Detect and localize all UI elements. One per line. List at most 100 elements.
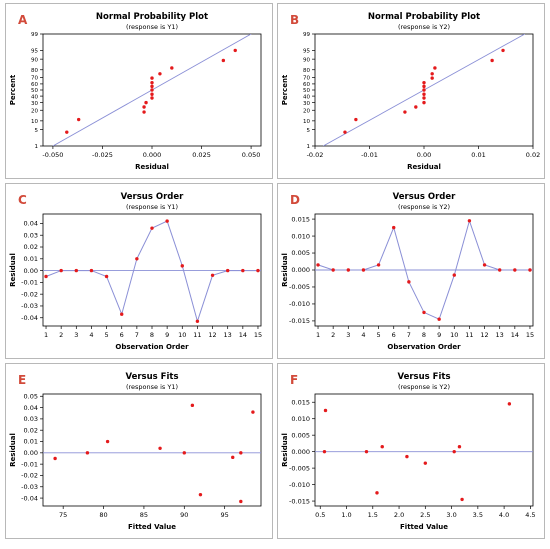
x-tick-label: 0.00	[417, 151, 431, 159]
x-tick-label: 13	[224, 331, 232, 339]
chart-panel-e: E Versus Fits (response is Y1) 75 80 85 90 95 -0…	[5, 363, 273, 539]
y-tick-label: 0.01	[24, 438, 38, 446]
y-tick-label: 70	[303, 76, 310, 82]
x-tick-label: 12	[480, 331, 488, 339]
x-axis-label: Residual	[407, 163, 441, 171]
x-tick-label: 1.0	[341, 511, 351, 519]
y-tick-label: 10	[31, 119, 38, 125]
x-tick-label: 0.000	[143, 151, 162, 159]
y-axis-label: Percent	[281, 74, 289, 105]
y-tick-label: -0.02	[21, 472, 38, 480]
y-tick-label: -0.01	[21, 279, 38, 287]
y-tick-label: 99	[31, 32, 38, 38]
x-tick-label: 5	[105, 331, 109, 339]
y-tick-label: -0.005	[289, 283, 310, 291]
data-point	[190, 403, 195, 408]
x-tick-label: 1	[44, 331, 48, 339]
data-point	[460, 497, 464, 502]
data-point	[361, 268, 366, 272]
y-tick-label: 40	[31, 94, 38, 100]
x-tick-label: 12	[208, 331, 216, 339]
x-tick-label: 4.5	[525, 511, 535, 519]
y-tick-label: 0.000	[291, 266, 310, 274]
data-point	[346, 268, 351, 272]
data-point	[74, 268, 79, 273]
x-tick-label: 4	[361, 331, 365, 339]
chart-title: Normal Probability Plot	[368, 12, 480, 22]
x-tick-label: 14	[511, 331, 519, 339]
x-tick-label: 3	[74, 331, 78, 339]
y-tick-label: -0.015	[289, 317, 310, 325]
panel-letter: A	[18, 13, 28, 27]
x-axis-label: Fitted Value	[400, 523, 448, 531]
data-point	[467, 219, 472, 223]
y-tick-label: 20	[303, 108, 310, 114]
x-tick-label: 1.5	[368, 511, 378, 519]
data-point	[233, 48, 237, 53]
x-tick-label: 3.5	[473, 511, 483, 519]
y-tick-label: 1	[35, 144, 39, 150]
data-point	[53, 456, 57, 461]
y-tick-label: 30	[31, 101, 38, 107]
x-tick-label: 3	[346, 331, 350, 339]
x-tick-label: 6	[120, 331, 124, 339]
x-tick-label: 5	[377, 331, 381, 339]
y-axis-label: Residual	[281, 433, 289, 467]
data-point	[430, 72, 434, 76]
data-point	[422, 80, 426, 85]
x-tick-label: -0.02	[307, 151, 324, 159]
data-point	[414, 105, 418, 109]
y-tick-label: 70	[31, 76, 38, 82]
y-tick-label: 60	[31, 82, 38, 88]
chart-svg: A Normal Probability Plot(response is Y1)…	[9, 12, 262, 171]
y-tick-label: 0.010	[291, 232, 310, 240]
y-axis-label: Residual	[9, 253, 17, 287]
data-point	[59, 268, 63, 273]
y-tick-label: -0.04	[21, 494, 38, 502]
x-tick-label: 7	[135, 331, 139, 339]
y-tick-label: 80	[31, 68, 38, 74]
x-tick-label: 11	[465, 331, 473, 339]
data-point	[433, 66, 437, 70]
y-tick-label: -0.01	[21, 460, 38, 468]
data-point	[251, 410, 255, 414]
data-point	[198, 492, 203, 497]
data-point	[528, 268, 532, 272]
data-point	[105, 439, 110, 444]
chart-panel-a: A Normal Probability Plot (response is Y1)…	[5, 3, 273, 179]
chart-title: Versus Fits	[397, 372, 450, 382]
y-tick-label: 50	[303, 88, 310, 94]
y-tick-label: 0.05	[24, 392, 38, 400]
y-tick-label: -0.010	[289, 481, 310, 489]
x-tick-label: 2	[59, 331, 63, 339]
data-point	[142, 105, 146, 109]
x-tick-label: 90	[180, 511, 188, 519]
plot-frame	[42, 393, 262, 507]
panel-letter: B	[290, 13, 299, 27]
data-point	[430, 76, 434, 80]
x-tick-label: 6	[392, 331, 396, 339]
data-point	[490, 58, 494, 63]
x-tick-label: 0.050	[242, 151, 261, 159]
x-tick-label: 15	[254, 331, 262, 339]
plot-frame	[314, 393, 534, 507]
data-point	[221, 58, 226, 63]
chart-panel-c: C Versus Order (response is Y1) 1 2 3 4 5 6 7 8 9 10…	[5, 183, 273, 359]
y-tick-label: -0.02	[21, 290, 38, 298]
data-point	[170, 66, 174, 70]
data-point	[256, 268, 260, 273]
x-tick-label: 9	[165, 331, 169, 339]
chart-svg: F Versus Fits(response is Y2) 0.5 1.0 1.5 2.0…	[281, 372, 536, 531]
chart-title: Versus Order	[393, 192, 456, 202]
data-point	[343, 130, 347, 134]
x-tick-label: 13	[496, 331, 504, 339]
y-tick-label: 40	[303, 94, 310, 100]
y-tick-label: 0.00	[24, 267, 38, 275]
y-tick-label: 0.005	[291, 431, 310, 439]
data-point	[104, 274, 109, 279]
data-point	[452, 449, 456, 454]
chart-subtitle: (response is Y1)	[126, 203, 178, 211]
chart-subtitle: (response is Y1)	[126, 23, 178, 31]
x-tick-label: 0.5	[315, 511, 325, 519]
y-axis-label: Percent	[9, 74, 17, 105]
